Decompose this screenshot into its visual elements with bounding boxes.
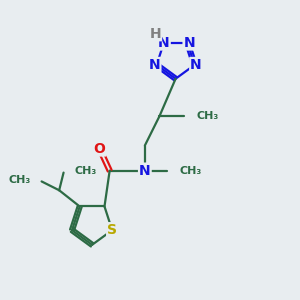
Text: CH₃: CH₃ (197, 111, 219, 121)
Text: O: O (94, 142, 105, 155)
Text: S: S (107, 223, 117, 237)
Text: N: N (139, 164, 151, 178)
Text: CH₃: CH₃ (8, 175, 31, 185)
Text: N: N (184, 35, 195, 50)
Text: N: N (158, 35, 170, 50)
Text: H: H (150, 27, 161, 41)
Text: N: N (149, 58, 161, 72)
Text: CH₃: CH₃ (179, 166, 201, 176)
Text: CH₃: CH₃ (75, 166, 97, 176)
Text: N: N (190, 58, 202, 72)
